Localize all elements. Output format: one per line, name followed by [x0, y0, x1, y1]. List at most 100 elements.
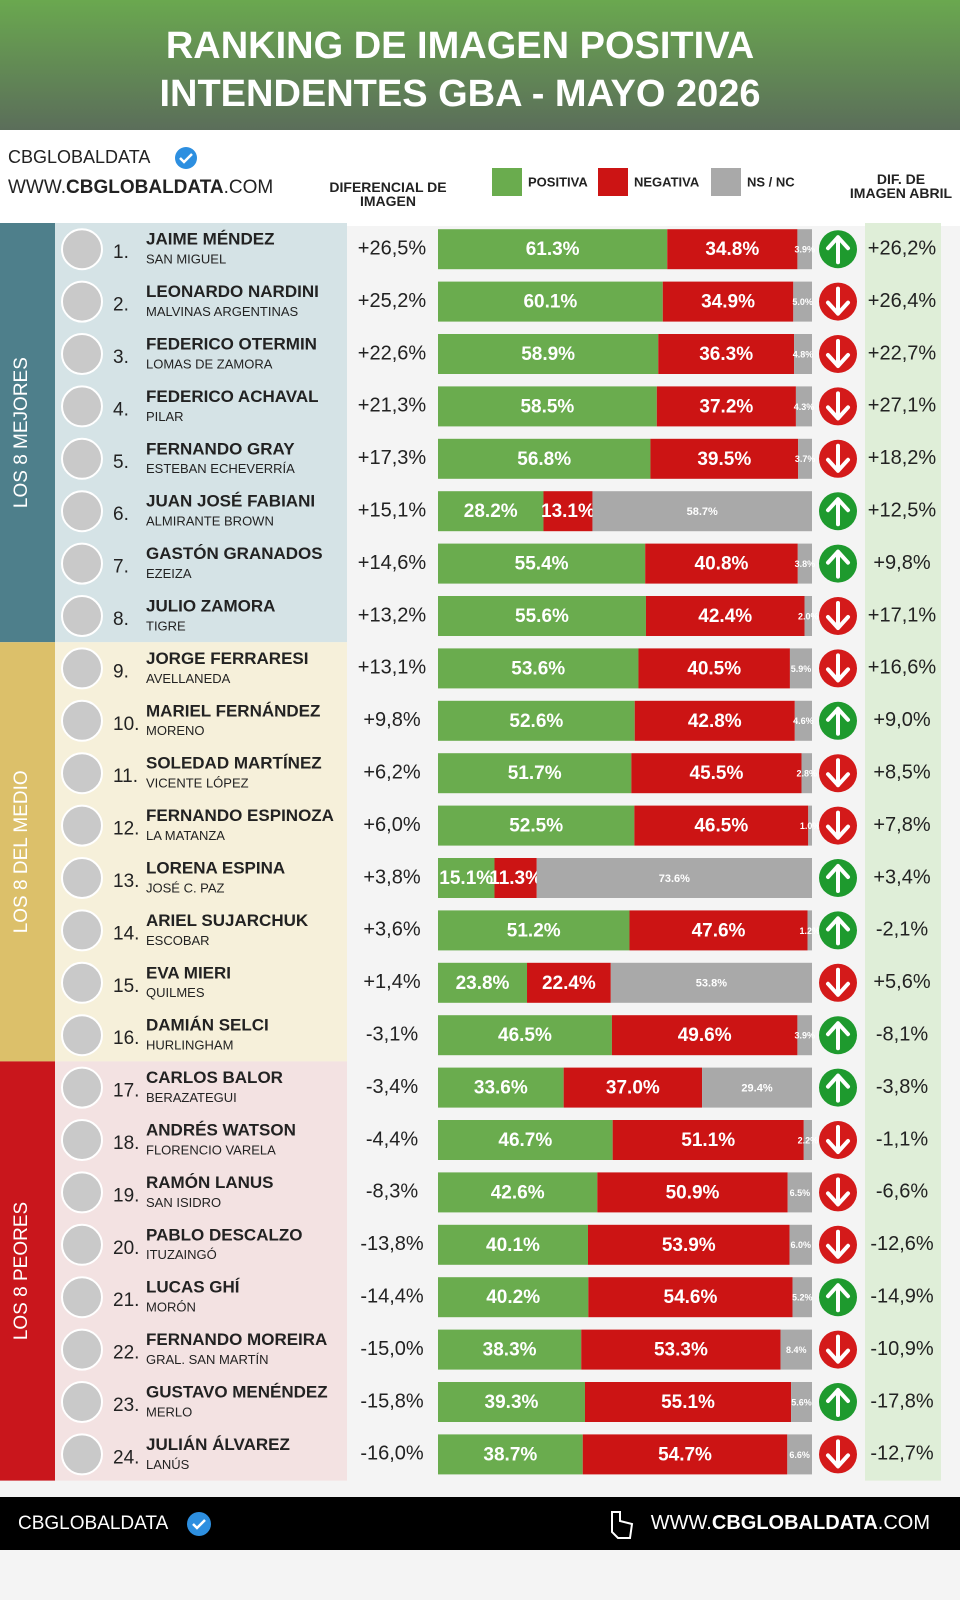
bar-segment [438, 334, 659, 374]
bar-label: 37.0% [606, 1078, 660, 1099]
rank: 4. [113, 399, 129, 420]
april-diff: +3,4% [873, 866, 930, 888]
group-label: LOS 8 DEL MEDIO [11, 770, 32, 933]
district: AVELLANEDA [146, 671, 231, 686]
arrow-glyph [826, 391, 850, 421]
rank: 2. [113, 295, 129, 316]
bar-label: 42.8% [688, 711, 742, 732]
group-band [0, 1061, 55, 1481]
bar-segment [611, 1015, 798, 1056]
bar-label: 39.3% [485, 1392, 539, 1413]
differential: +13,1% [358, 657, 427, 679]
bar-segment [582, 1434, 788, 1475]
bar-label: 42.6% [491, 1182, 545, 1203]
bar-label: 22.4% [542, 973, 596, 994]
name: LEONARDO NARDINI [146, 282, 319, 301]
bar-label: 3.8% [795, 559, 816, 569]
bar-label: 4.6% [793, 716, 814, 726]
april-diff: -1,1% [876, 1128, 928, 1150]
district: LOMAS DE ZAMORA [146, 356, 273, 371]
differential: -3,4% [366, 1076, 418, 1098]
differential: -3,1% [366, 1023, 418, 1045]
district: BERAZATEGUI [146, 1090, 237, 1105]
april-diff: +12,5% [868, 499, 937, 521]
group-label: LOS 8 MEJORES [11, 357, 32, 508]
rank: 9. [113, 661, 129, 682]
bar-label: 38.7% [483, 1444, 537, 1465]
footer-url: WWW.CBGLOBALDATA.COM [651, 1512, 930, 1534]
rank: 1. [113, 242, 129, 263]
name: EVA MIERI [146, 963, 231, 982]
differential: +15,1% [358, 499, 427, 521]
bar-label: 6.0% [791, 1240, 812, 1250]
rank: 12. [113, 819, 139, 840]
bar-segment [667, 229, 798, 270]
differential: +1,4% [363, 971, 420, 993]
header-line: IMAGEN [360, 193, 416, 209]
bar-label: 6.5% [790, 1188, 811, 1198]
bar-segment [787, 1434, 812, 1475]
differential: +3,8% [363, 866, 420, 888]
bar-segment [438, 438, 651, 479]
group-band [0, 642, 55, 1062]
bar-label: 73.6% [659, 873, 690, 885]
name: RAMÓN LANUS [146, 1173, 274, 1192]
bar-segment [631, 753, 802, 794]
district: QUILMES [146, 985, 205, 1000]
rank: 21. [113, 1290, 139, 1311]
april-diff: +26,2% [868, 237, 937, 259]
district: JOSÉ C. PAZ [146, 880, 225, 895]
district: ITUZAINGÓ [146, 1247, 217, 1262]
april-diff: -12,7% [870, 1443, 934, 1465]
legend-label: NEGATIVA [634, 174, 700, 189]
bar-label: 60.1% [523, 292, 577, 313]
district: FLORENCIO VARELA [146, 1142, 276, 1157]
photo [61, 1066, 103, 1109]
district: SAN ISIDRO [146, 1195, 221, 1210]
photo [61, 1171, 103, 1214]
name: FERNANDO ESPINOZA [146, 806, 334, 825]
bar-segment [662, 281, 794, 322]
district: HURLINGHAM [146, 1038, 233, 1053]
differential: -4,4% [366, 1128, 418, 1150]
april-diff: +18,2% [868, 447, 937, 469]
differential: -8,3% [366, 1181, 418, 1203]
bar-segment [563, 1067, 703, 1108]
badge-check [179, 153, 193, 164]
badge-check [192, 1519, 206, 1530]
arrow-glyph [826, 1125, 850, 1154]
april-diff: +22,7% [868, 342, 937, 364]
bar-segment [438, 596, 646, 636]
bar-segment [588, 1277, 793, 1318]
bar-label: 55.6% [515, 606, 569, 627]
brand-name: CBGLOBALDATA [8, 147, 150, 167]
arrow-glyph [826, 601, 850, 630]
photo [61, 752, 103, 795]
legend-label: POSITIVA [528, 174, 588, 189]
photo [61, 1014, 103, 1057]
footer-name: CBGLOBALDATA [18, 1513, 169, 1534]
bar-label: 40.1% [486, 1235, 540, 1256]
rank: 10. [113, 714, 139, 735]
photo [61, 857, 103, 899]
name: LORENA ESPINA [146, 858, 285, 877]
name: FEDERICO OTERMIN [146, 334, 317, 353]
rank: 8. [113, 609, 129, 630]
bar-segment [807, 910, 812, 951]
bar-label: 34.8% [705, 239, 759, 260]
bar-segment [656, 386, 796, 427]
bar-label: 39.5% [697, 449, 751, 470]
bar-segment [438, 753, 632, 794]
arrow-glyph [826, 497, 850, 527]
bar-label: 58.9% [521, 344, 575, 365]
photo [61, 490, 103, 533]
arrow-glyph [826, 1073, 850, 1103]
bar-label: 5.2% [792, 1293, 813, 1303]
arrow-glyph [826, 967, 850, 997]
differential: +22,6% [358, 342, 427, 364]
bar-label: 2.0% [798, 611, 819, 621]
bar-segment [787, 1172, 812, 1213]
district: VICENTE LÓPEZ [146, 776, 249, 791]
arrow-glyph [826, 1229, 850, 1259]
rank: 17. [113, 1081, 139, 1102]
